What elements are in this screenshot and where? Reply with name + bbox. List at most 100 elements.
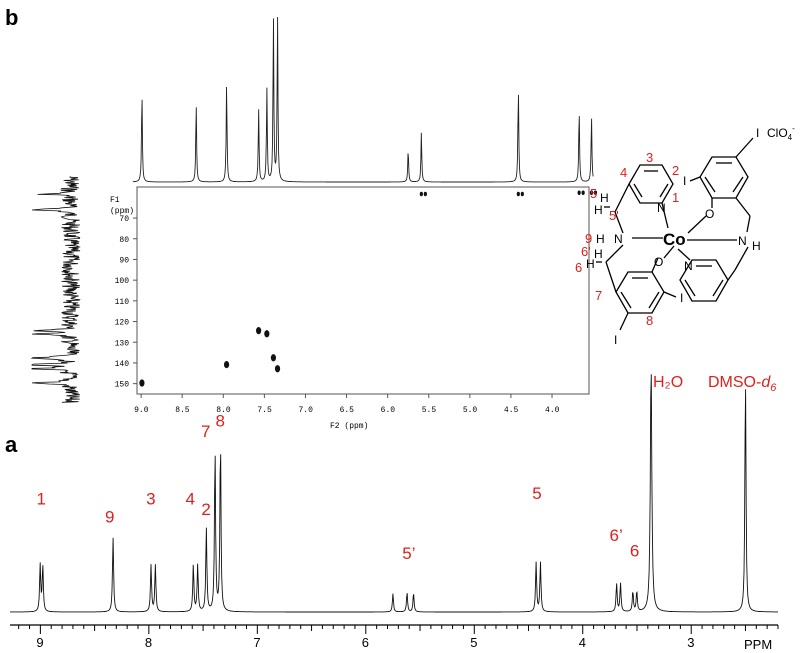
ppm-tick-label: 9 <box>36 635 43 650</box>
hsqc-cross-peaks <box>139 190 598 387</box>
bond-nh-ch2-lower <box>734 246 749 271</box>
bond-ch2-ring <box>605 261 617 293</box>
hsqc-y-tick-label: 90 <box>119 256 129 265</box>
atom-i-top: I <box>756 126 759 140</box>
peak-label: 5’ <box>402 544 415 563</box>
hsqc-x-tick-label: 7.5 <box>257 406 272 415</box>
bond-ch2-pyr-lower <box>727 269 736 281</box>
bond-ring-ch2 <box>735 197 751 217</box>
hsqc-cross-peak <box>256 327 262 335</box>
panel-letter-b: b <box>5 5 18 30</box>
atom-h-6: H <box>586 257 595 271</box>
bond-n-ch2-lower <box>605 244 624 263</box>
hsqc-x-tick-label: 9.0 <box>134 406 149 415</box>
hsqc-cross-peak <box>419 191 423 197</box>
bond-c-i-bottom <box>619 312 629 331</box>
struct-num-9: 9 <box>585 231 592 246</box>
ring-bond <box>620 291 632 309</box>
f2-projection-trace <box>132 16 594 183</box>
ppm-axis-label: PPM <box>744 637 772 652</box>
pyridine-ring-lower <box>679 259 729 302</box>
hsqc-y-axis: 70 80 90 100 110 120 130 140 150 <box>115 215 137 390</box>
peak-label: 6’ <box>610 526 623 545</box>
struct-num-2: 2 <box>672 163 679 178</box>
ppm-tick-label: 8 <box>145 635 152 650</box>
hsqc-y-tick-label: 100 <box>115 277 130 286</box>
hsqc-panel: 9.0 8.5 8.0 7.5 7.0 6.5 6.0 5.5 5.0 4.5 4.0 70 80 90… <box>30 16 598 431</box>
ppm-tick-label: 5 <box>470 635 477 650</box>
atom-i-bottom: I <box>614 333 617 347</box>
ppm-tick-label: 6 <box>362 635 369 650</box>
bond-c-i-left <box>689 176 701 182</box>
hsqc-x-tick-label: 8.0 <box>216 406 231 415</box>
struct-num-6p: 6' <box>581 244 591 259</box>
bond-c-o-lower <box>651 257 659 273</box>
atom-o-upper: O <box>705 207 714 221</box>
atom-n-pyridine-lower: N <box>684 259 693 273</box>
hsqc-frame <box>136 186 590 395</box>
bond-o-co-lower <box>663 245 675 259</box>
hsqc-x-label: F2 (ppm) <box>330 422 368 431</box>
peak-label: 3 <box>146 489 155 508</box>
h2o-label: H₂O <box>653 374 683 391</box>
f1-projection-trace <box>30 176 81 403</box>
ring-bond <box>704 176 716 193</box>
ring-bond <box>648 291 660 309</box>
hsqc-x-tick-label: 5.0 <box>463 406 478 415</box>
hsqc-y-tick-label: 80 <box>119 236 129 245</box>
atom-co: Co <box>663 230 686 249</box>
chemical-structure <box>596 137 754 331</box>
hsqc-y-tick-label: 140 <box>115 360 130 369</box>
atom-n-amine-right: N <box>738 234 747 248</box>
struct-num-5: 5 <box>590 186 597 201</box>
atom-h-amine-right: H <box>752 239 761 253</box>
ppm-tick-label: 3 <box>687 635 694 650</box>
atom-h-9: H <box>596 232 605 246</box>
bond-co-npy-lower <box>677 248 691 261</box>
bond-ch2-n <box>614 211 624 234</box>
struct-num-6: 6 <box>575 260 582 275</box>
hsqc-y-tick-label: 120 <box>115 319 130 328</box>
hsqc-x-tick-label: 8.5 <box>175 406 190 415</box>
ring-bond <box>684 279 696 297</box>
hsqc-cross-peak <box>593 190 598 196</box>
atom-n-amine-left: N <box>614 232 623 246</box>
struct-num-3: 3 <box>646 150 653 165</box>
ring-bond <box>712 279 724 297</box>
ppm-tick-label: 4 <box>579 635 586 650</box>
ppm-axis-ticks: 9 8 7 6 5 4 3 <box>18 625 779 650</box>
peak-label: 5 <box>532 484 541 503</box>
hsqc-y-tick-label: 130 <box>115 339 130 348</box>
bond-c-i-top <box>735 137 754 158</box>
atom-i-upper-left: I <box>683 174 686 188</box>
ppm-tick-label: 7 <box>253 635 260 650</box>
hsqc-x-tick-label: 6.5 <box>340 406 355 415</box>
hsqc-y-tick-label: 110 <box>115 298 130 307</box>
proton-spectrum-trace <box>10 374 778 613</box>
hsqc-cross-peak <box>577 190 581 196</box>
struct-num-8: 8 <box>646 313 653 328</box>
hsqc-cross-peak <box>589 190 594 196</box>
peak-labels: 1 9 3 42 78 5’ 5 6’ 6 <box>36 411 639 563</box>
bond-npy-co <box>661 202 669 229</box>
atom-n-pyridine-upper: N <box>657 201 666 215</box>
bond-o-co-upper <box>687 215 707 234</box>
bond-ch2-nh <box>746 215 751 233</box>
peak-label: 8 <box>215 411 224 430</box>
structure-labels: Co N N N H N O O H H H H H I I I I ClO4-… <box>575 124 795 347</box>
hsqc-cross-peak <box>270 354 277 362</box>
hsqc-x-tick-label: 4.5 <box>504 406 519 415</box>
hsqc-cross-peak <box>581 190 585 196</box>
hsqc-cross-peak <box>223 360 230 369</box>
struct-num-5p: 5' <box>609 208 619 223</box>
hsqc-x-tick-label: 5.5 <box>422 406 437 415</box>
peak-label: 2 <box>201 500 210 519</box>
struct-num-4: 4 <box>620 165 627 180</box>
hsqc-x-tick-label: 7.0 <box>298 406 313 415</box>
hsqc-y-tick-label: 150 <box>115 381 130 390</box>
dmso-label: DMSO-d6 <box>708 374 777 394</box>
struct-num-1: 1 <box>672 190 679 205</box>
bond-c-i-lower <box>663 291 677 298</box>
ring-bond <box>659 183 669 198</box>
